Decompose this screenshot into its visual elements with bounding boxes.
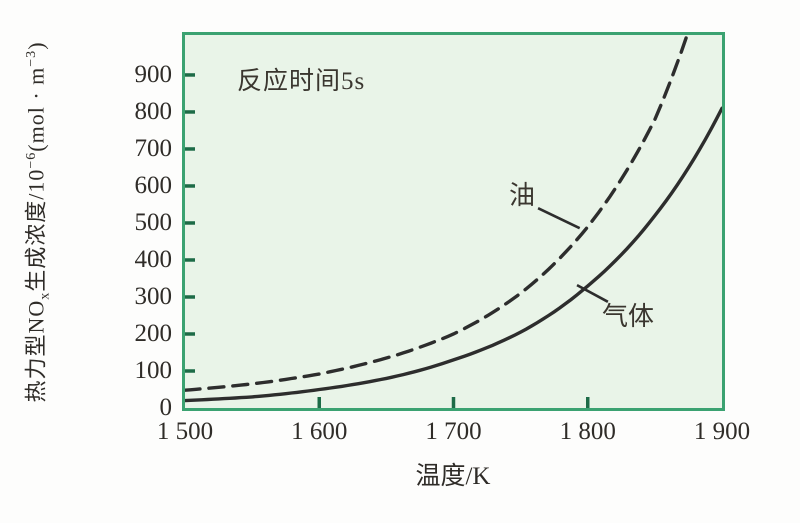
y-axis-label-main: 热力型NO — [23, 299, 49, 403]
x-tick-label-1900: 1 900 — [693, 418, 751, 445]
y-axis-label-mid: 生成浓度/10 — [23, 168, 49, 292]
y-axis-label-close: ) — [23, 41, 49, 50]
chart-plot-svg: 油气体 — [185, 35, 722, 408]
y-tick-label-300: 300 — [134, 282, 173, 310]
leader-line-气体 — [576, 284, 609, 303]
leader-line-油 — [537, 207, 581, 230]
y-tick-label-900: 900 — [134, 60, 173, 88]
series-curve-油 — [185, 35, 689, 392]
y-tick-label-800: 800 — [134, 97, 173, 125]
y-axis-label-units: (mol · m — [23, 66, 49, 152]
y-tick-label-200: 200 — [134, 319, 173, 347]
x-axis-label: 温度/K — [415, 463, 491, 490]
y-tick-label-600: 600 — [134, 171, 173, 199]
y-tick-label-700: 700 — [134, 134, 173, 162]
y-tick-label-400: 400 — [134, 245, 173, 273]
y-axis-label: 热力型NOx生成浓度/10−6(mol · m−3) — [18, 41, 53, 402]
series-label-气体: 气体 — [602, 302, 654, 331]
y-axis-label-exp2: −3 — [23, 49, 39, 67]
series-curve-气体 — [185, 106, 722, 403]
x-tick-label-1700: 1 700 — [425, 418, 482, 445]
y-tick-label-500: 500 — [134, 208, 173, 236]
annotation-reaction-time: 反应时间5s — [237, 68, 366, 95]
x-tick-label-1800: 1 800 — [559, 418, 616, 445]
y-axis-label-exp1: −6 — [23, 151, 39, 169]
plot-area: 油气体 反应时间5s — [182, 32, 725, 411]
series-label-油: 油 — [509, 181, 535, 210]
y-axis-label-sub-x: x — [37, 291, 53, 300]
x-tick-label-1500: 1 500 — [156, 418, 214, 445]
y-tick-label-100: 100 — [134, 356, 173, 384]
y-tick-label-0: 0 — [159, 394, 173, 421]
x-tick-label-1600: 1 600 — [291, 418, 348, 445]
